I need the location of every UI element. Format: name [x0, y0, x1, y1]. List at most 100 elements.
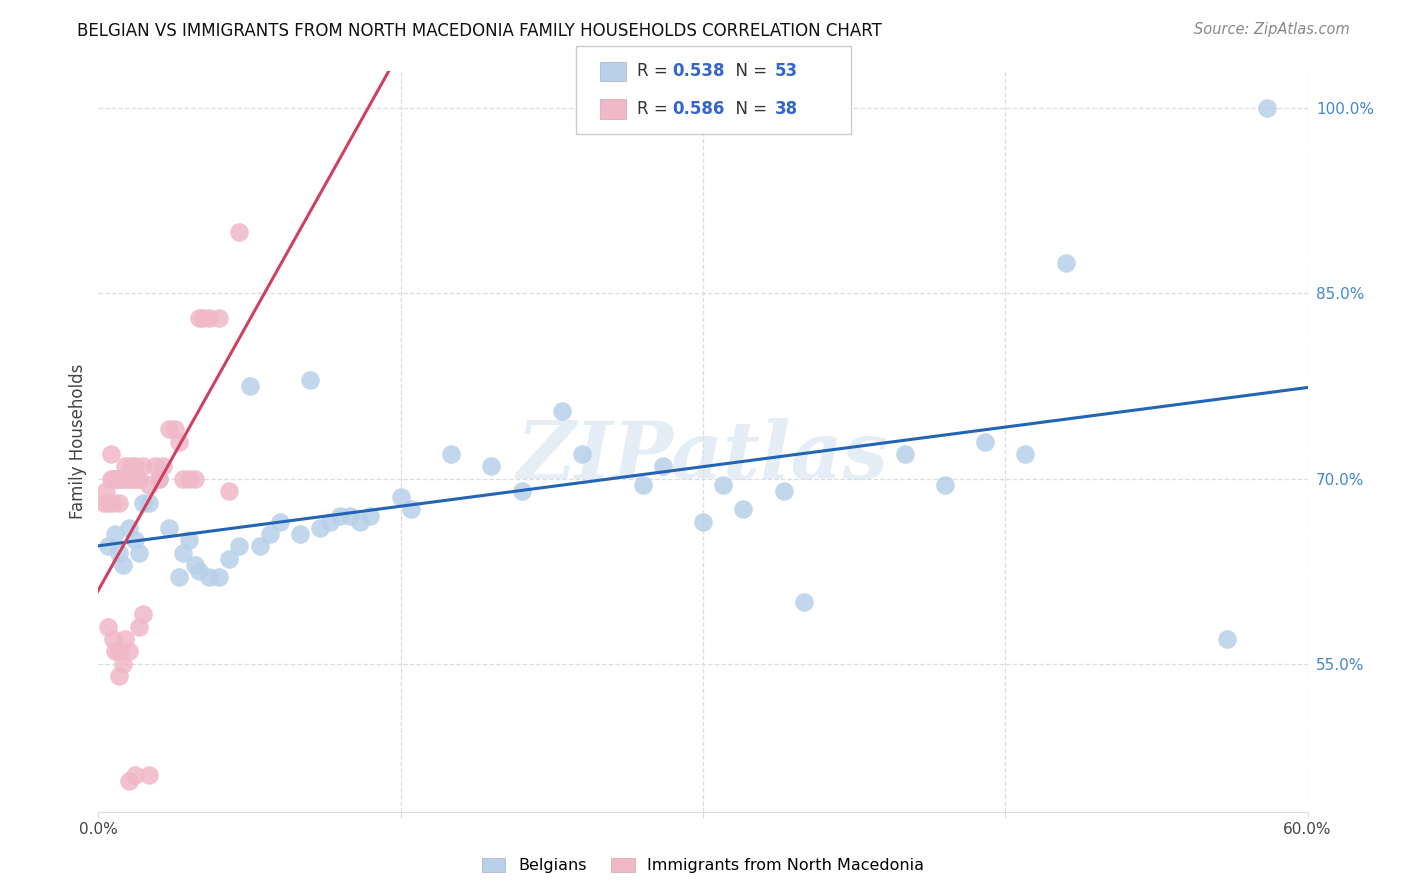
Point: [440, 447, 463, 461]
Point: [208, 311, 231, 326]
Point: [711, 477, 734, 491]
Point: [157, 521, 180, 535]
Text: 0.586: 0.586: [672, 100, 724, 118]
Point: [510, 483, 533, 498]
Y-axis label: Family Households: Family Households: [69, 364, 87, 519]
Point: [193, 311, 215, 326]
Point: [152, 459, 174, 474]
Point: [571, 447, 593, 461]
Point: [96, 483, 118, 498]
Point: [179, 533, 201, 548]
Point: [218, 551, 240, 566]
Point: [148, 472, 170, 486]
Point: [148, 472, 170, 486]
Point: [103, 472, 125, 486]
Point: [93, 496, 115, 510]
Point: [188, 564, 211, 578]
Point: [163, 422, 186, 436]
Text: R =: R =: [637, 100, 673, 118]
Point: [259, 527, 281, 541]
Point: [218, 483, 240, 498]
Point: [329, 508, 352, 523]
Point: [124, 767, 146, 781]
Point: [97, 496, 120, 510]
Point: [107, 472, 129, 486]
Text: 0.538: 0.538: [672, 62, 724, 80]
Point: [107, 644, 129, 658]
Text: R =: R =: [637, 62, 673, 80]
Point: [128, 620, 150, 634]
Point: [1054, 255, 1077, 269]
Point: [132, 459, 155, 474]
Point: [389, 490, 412, 504]
Point: [551, 403, 574, 417]
Point: [651, 459, 673, 474]
Point: [692, 515, 714, 529]
Point: [105, 472, 128, 486]
Point: [124, 459, 146, 474]
Point: [125, 472, 148, 486]
Point: [228, 540, 250, 554]
Point: [128, 472, 150, 486]
Text: 53: 53: [775, 62, 797, 80]
Point: [124, 533, 146, 548]
Point: [118, 644, 141, 658]
Point: [288, 527, 311, 541]
Point: [120, 459, 142, 474]
Point: [893, 447, 915, 461]
Point: [103, 644, 125, 658]
Point: [249, 540, 271, 554]
Point: [1014, 447, 1036, 461]
Point: [309, 521, 332, 535]
Point: [101, 496, 124, 510]
Point: [269, 515, 291, 529]
Point: [111, 657, 134, 671]
Point: [184, 558, 207, 572]
Point: [97, 620, 120, 634]
Point: [157, 422, 180, 436]
Point: [198, 311, 221, 326]
Point: [114, 632, 136, 646]
Point: [733, 502, 755, 516]
Point: [132, 607, 155, 622]
Point: [349, 515, 371, 529]
Point: [481, 459, 503, 474]
Point: [103, 527, 125, 541]
Point: [179, 472, 201, 486]
Point: [97, 540, 120, 554]
Point: [299, 373, 322, 387]
Point: [111, 472, 134, 486]
Point: [138, 477, 160, 491]
Point: [793, 595, 815, 609]
Point: [974, 434, 997, 449]
Point: [101, 632, 124, 646]
Point: [631, 477, 654, 491]
Point: [121, 472, 143, 486]
Point: [1256, 102, 1278, 116]
Point: [172, 546, 194, 560]
Point: [107, 496, 129, 510]
Point: [339, 508, 361, 523]
Legend: Belgians, Immigrants from North Macedonia: Belgians, Immigrants from North Macedoni…: [475, 851, 931, 880]
Point: [107, 669, 129, 683]
Point: [100, 447, 122, 461]
Text: N =: N =: [725, 62, 773, 80]
Point: [198, 570, 221, 584]
Point: [228, 225, 250, 239]
Point: [107, 546, 129, 560]
Point: [128, 546, 150, 560]
Point: [110, 472, 132, 486]
Point: [114, 459, 136, 474]
Text: Source: ZipAtlas.com: Source: ZipAtlas.com: [1194, 22, 1350, 37]
Point: [319, 515, 342, 529]
Point: [188, 311, 211, 326]
Point: [143, 459, 166, 474]
Point: [167, 434, 190, 449]
Point: [111, 558, 134, 572]
Text: ZIPatlas: ZIPatlas: [517, 417, 889, 495]
Text: 38: 38: [775, 100, 797, 118]
Point: [115, 472, 138, 486]
Point: [934, 477, 956, 491]
Text: N =: N =: [725, 100, 773, 118]
Point: [399, 502, 422, 516]
